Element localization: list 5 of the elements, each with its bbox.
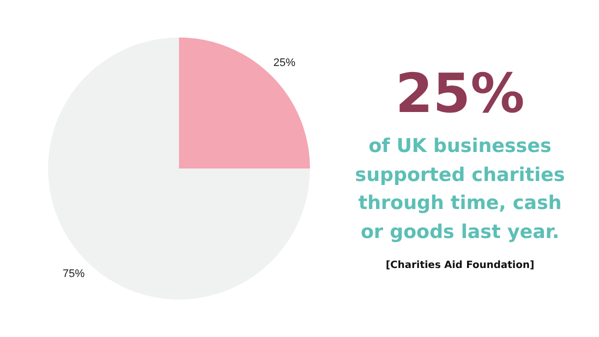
text: [Charities Aid Foundation] bbox=[384, 260, 536, 271]
text: 25% bbox=[394, 62, 526, 126]
text: of UK businesses supported charities through time, cash or goods last year. bbox=[354, 134, 566, 244]
data-label: 25% bbox=[273, 57, 296, 70]
data-label: 75% bbox=[62, 268, 85, 280]
